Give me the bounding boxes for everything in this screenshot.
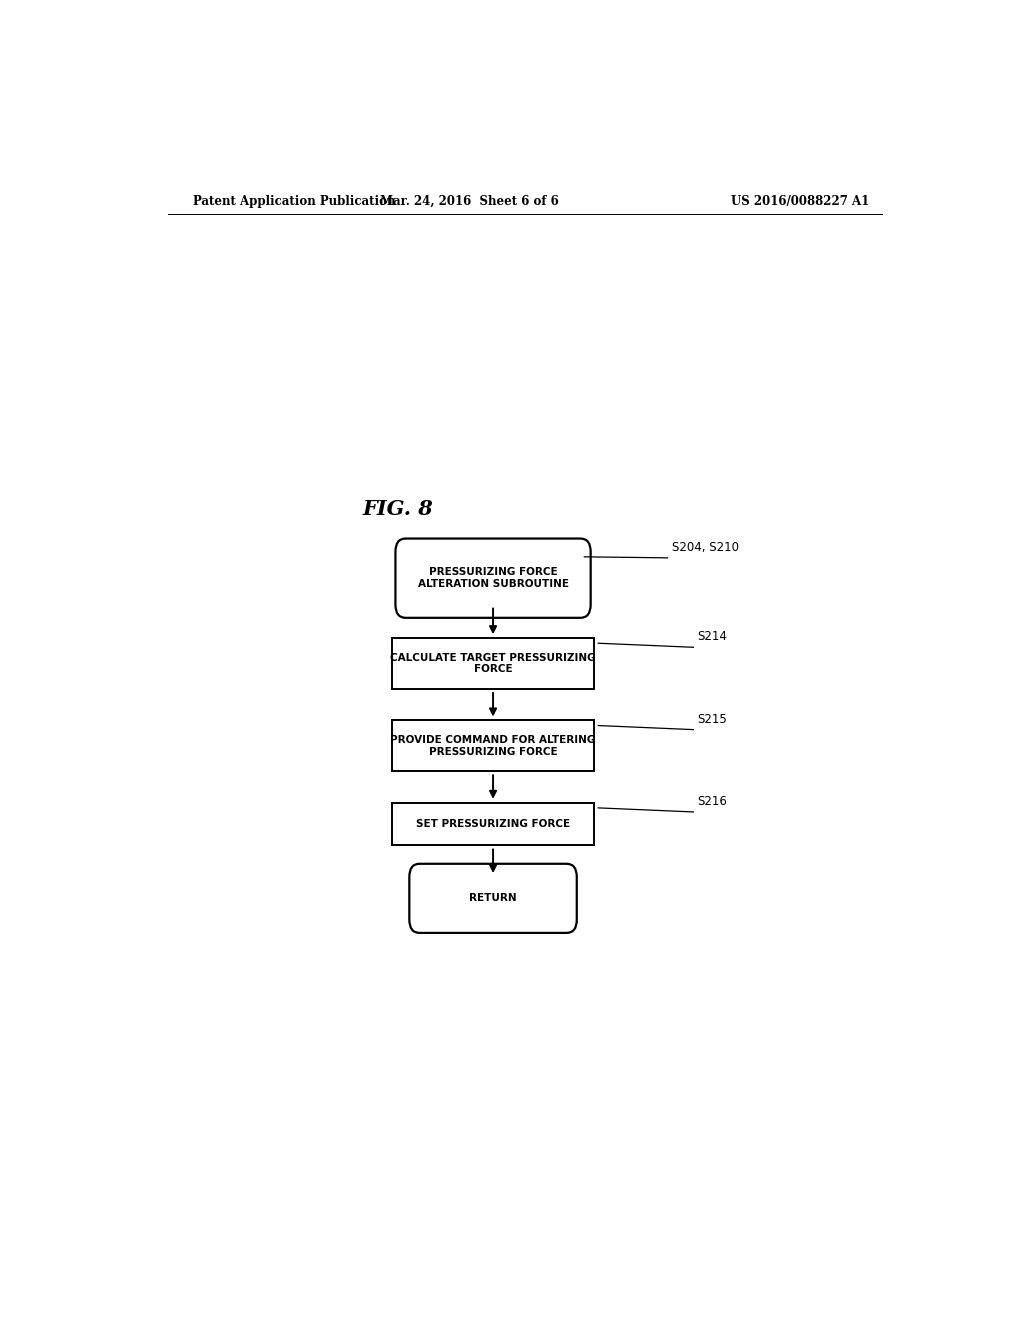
Bar	[392, 721, 594, 771]
Text: S216: S216	[697, 795, 727, 808]
Text: Mar. 24, 2016  Sheet 6 of 6: Mar. 24, 2016 Sheet 6 of 6	[380, 194, 559, 207]
Text: S214: S214	[697, 630, 727, 643]
Text: S204, S210: S204, S210	[672, 541, 738, 554]
Text: CALCULATE TARGET PRESSURIZING
FORCE: CALCULATE TARGET PRESSURIZING FORCE	[390, 653, 596, 675]
FancyBboxPatch shape	[395, 539, 591, 618]
Text: US 2016/0088227 A1: US 2016/0088227 A1	[731, 194, 869, 207]
Text: FIG. 8: FIG. 8	[362, 499, 433, 519]
Text: RETURN: RETURN	[469, 894, 517, 903]
Text: SET PRESSURIZING FORCE: SET PRESSURIZING FORCE	[416, 820, 570, 829]
Text: PRESSURIZING FORCE
ALTERATION SUBROUTINE: PRESSURIZING FORCE ALTERATION SUBROUTINE	[418, 568, 568, 589]
Text: PROVIDE COMMAND FOR ALTERING
PRESSURIZING FORCE: PROVIDE COMMAND FOR ALTERING PRESSURIZIN…	[390, 735, 596, 756]
Text: Patent Application Publication: Patent Application Publication	[194, 194, 395, 207]
Text: S215: S215	[697, 713, 727, 726]
Bar	[392, 638, 594, 689]
FancyBboxPatch shape	[410, 863, 577, 933]
Bar	[392, 803, 594, 846]
